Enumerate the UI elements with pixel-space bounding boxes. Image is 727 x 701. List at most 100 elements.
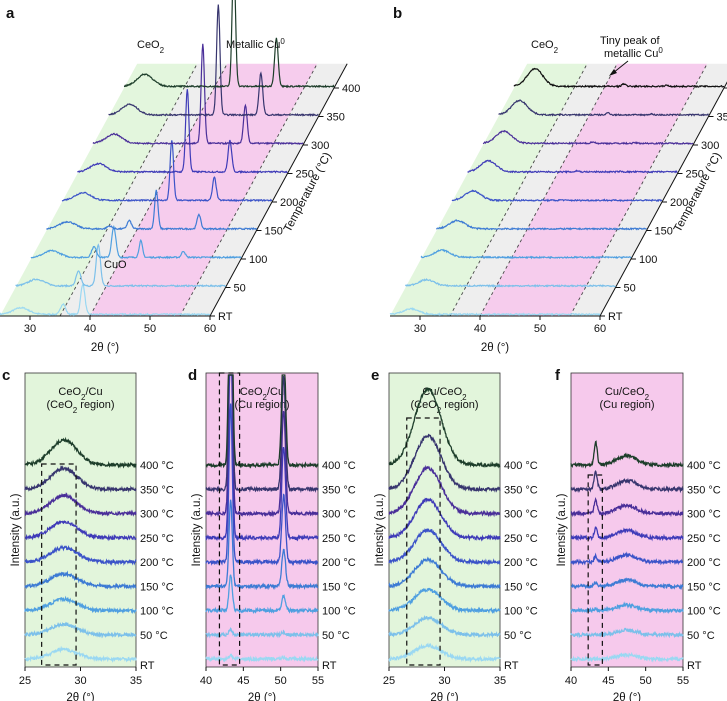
x-axis-tick-label: 35 <box>130 675 142 687</box>
temperature-tick-label: 250 <box>686 169 704 181</box>
trace-350 °C <box>570 470 684 494</box>
x-axis-tick-label: 30 <box>24 323 36 335</box>
temperature-axis-line <box>209 63 348 317</box>
trace-250 °C <box>388 497 501 542</box>
temperature-tick-label: 50 <box>624 283 636 295</box>
series-label: 50 °C <box>504 630 532 642</box>
trace-350 °C <box>388 433 501 493</box>
panel-label-a: a <box>6 5 15 22</box>
panel-label-c: c <box>2 367 10 384</box>
trace-400 °C <box>388 387 501 469</box>
x-axis-tick-label: 45 <box>602 675 614 687</box>
trace-150 °C <box>24 570 137 591</box>
series-label: 250 °C <box>504 533 538 545</box>
trace-200 <box>61 140 273 203</box>
x-axis-tick-label: 30 <box>438 675 450 687</box>
trace-50 °C <box>570 627 684 639</box>
series-label: 150 °C <box>322 581 356 593</box>
x-axis-tick-label: 30 <box>414 323 426 335</box>
panel-label-d: d <box>188 367 197 384</box>
series-label: 50 °C <box>140 630 168 642</box>
trace-200 °C <box>205 403 319 567</box>
temperature-tick-label: 150 <box>655 226 673 238</box>
trace-RT <box>388 642 501 663</box>
annotation-metallic-cu: Metallic Cu0 <box>226 37 285 52</box>
x-axis-tick-label: 30 <box>74 675 86 687</box>
x-axis-tick-label: 25 <box>19 675 31 687</box>
trace-400 <box>123 0 335 89</box>
trace-400 °C <box>24 436 137 470</box>
temperature-tick-label: 200 <box>670 197 688 209</box>
trace-300 <box>482 129 694 146</box>
trace-350 <box>108 4 319 117</box>
series-label: RT <box>322 660 337 672</box>
ceo2-region-band <box>0 63 198 317</box>
series-label: 200 °C <box>687 557 721 569</box>
temperature-tick-label: RT <box>608 311 623 323</box>
region-background <box>205 372 319 668</box>
series-label: 250 °C <box>687 533 721 545</box>
annotation-ceo2: CeO2 <box>137 39 165 55</box>
trace-RT <box>205 653 319 663</box>
series-label: 350 °C <box>504 484 538 496</box>
temperature-tick-label: 400 <box>342 83 360 95</box>
x-axis-tick-label: 50 <box>534 323 546 335</box>
panel-label-e: e <box>371 367 379 384</box>
trace-200 °C <box>24 544 137 567</box>
y-axis-title: Intensity (a.u.) <box>10 493 22 566</box>
temperature-axis-line <box>599 81 727 317</box>
panel-subtitle: (Cu region) <box>234 399 289 411</box>
temperature-tick-label: 250 <box>296 169 314 181</box>
x-axis-tick-label: 50 <box>144 323 156 335</box>
trace-100 <box>420 248 632 260</box>
annotation-cuo: CuO <box>104 259 127 271</box>
x-axis-title: 2θ (°) <box>66 692 94 701</box>
x-axis-tick-label: 50 <box>640 675 652 687</box>
trace-50 °C <box>388 614 501 639</box>
series-label: 250 °C <box>322 533 356 545</box>
trace-50 <box>404 278 616 288</box>
series-label: 400 °C <box>322 460 356 472</box>
x-axis-title: 2θ (°) <box>613 692 641 701</box>
trace-100 °C <box>388 587 501 615</box>
panel-label-b: b <box>393 5 402 22</box>
annotation-ceo2: CeO2 <box>531 39 559 55</box>
temperature-tick-label: 300 <box>311 140 329 152</box>
trace-100 °C <box>24 595 137 615</box>
trace-200 °C <box>388 528 501 566</box>
annotation-arrow-head <box>609 69 617 76</box>
series-label: 300 °C <box>687 509 721 521</box>
series-label: 100 °C <box>140 606 174 618</box>
temperature-tick-label: 50 <box>234 283 246 295</box>
trace-350 °C <box>205 374 319 494</box>
trace-RT <box>389 306 601 317</box>
series-label: 50 °C <box>322 630 350 642</box>
series-label: 150 °C <box>687 581 721 593</box>
trace-150 <box>46 189 258 231</box>
trace-250 <box>467 159 678 174</box>
series-label: RT <box>140 660 155 672</box>
series-label: 300 °C <box>140 509 174 521</box>
series-label: 200 °C <box>504 557 538 569</box>
trace-200 °C <box>570 551 684 566</box>
y-axis-title: Intensity (a.u.) <box>374 493 386 566</box>
gap-region-band <box>450 63 618 317</box>
x-axis-tick-label: 45 <box>237 675 249 687</box>
temperature-tick-label: 200 <box>280 197 298 209</box>
trace-300 °C <box>205 374 319 518</box>
series-label: 100 °C <box>504 606 538 618</box>
x-axis-title: 2θ (°) <box>91 342 119 354</box>
trace-250 °C <box>570 526 684 542</box>
series-label: 200 °C <box>140 557 174 569</box>
trace-RT <box>570 651 684 663</box>
x-axis-tick-label: 40 <box>84 323 96 335</box>
region-background <box>570 372 684 668</box>
x-axis-tick-label: 40 <box>200 675 212 687</box>
panel-title: CeO2/Cu <box>58 386 102 402</box>
gap-region-band <box>570 63 727 316</box>
series-label: 400 °C <box>687 460 721 472</box>
trace-RT <box>24 645 137 664</box>
trace-300 °C <box>388 464 501 518</box>
trace-300 <box>92 43 304 146</box>
series-label: 350 °C <box>687 484 721 496</box>
